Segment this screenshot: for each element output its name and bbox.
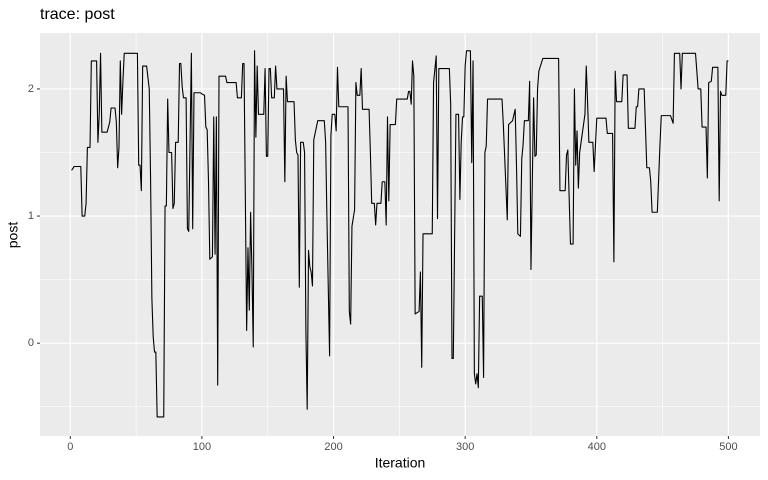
plot-panel: [40, 33, 760, 436]
x-axis-label: Iteration: [375, 455, 426, 471]
x-tick-label: 400: [588, 441, 606, 453]
y-tick-label: 0: [28, 337, 34, 349]
y-tick-label: 2: [28, 83, 34, 95]
x-tick-label: 500: [719, 441, 737, 453]
x-tick-label: 300: [456, 441, 474, 453]
x-tick-label: 100: [193, 441, 211, 453]
trace-line: [71, 50, 729, 418]
y-axis-label: post: [5, 222, 21, 249]
y-tick-label: 1: [28, 210, 34, 222]
x-tick-label: 0: [67, 441, 73, 453]
x-tick-label: 200: [324, 441, 342, 453]
chart-title: trace: post: [40, 6, 115, 23]
